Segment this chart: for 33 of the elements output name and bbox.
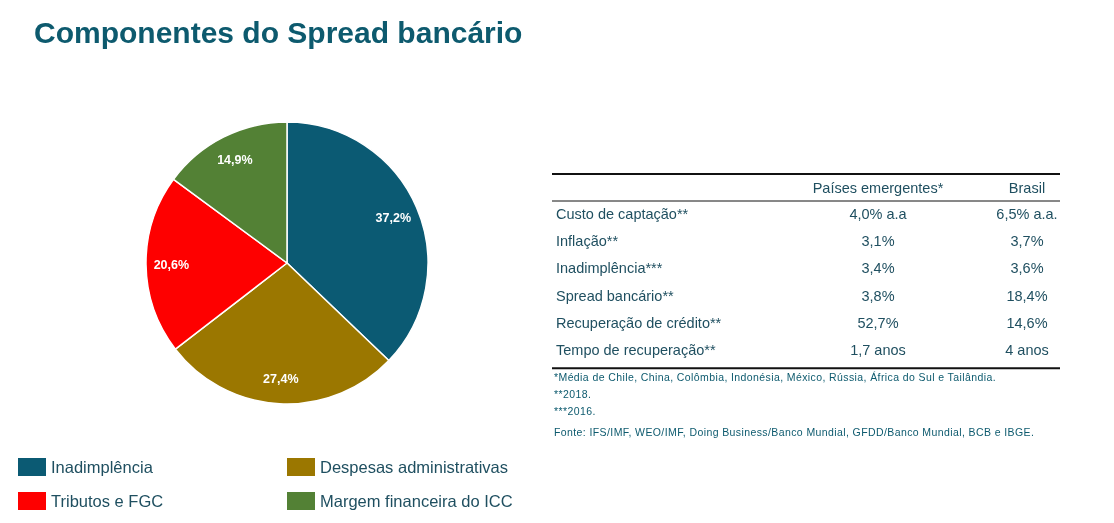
category-label: Custo de captação** (556, 206, 689, 222)
category-label: Recuperação de crédito** (556, 314, 722, 331)
category-label: Brasil (1008, 180, 1046, 196)
data-label: 20,6% (153, 257, 190, 272)
text: 4,0% a.a (849, 206, 907, 222)
text: 4 anos (1005, 342, 1049, 358)
legend-label: Despesas administrativas (320, 458, 508, 476)
legend-label: Inadimplência (51, 458, 154, 476)
chart-title: Componentes do Spread bancário (34, 16, 523, 49)
text: 18,4% (1006, 287, 1048, 304)
text: 6,5% a.a. (996, 206, 1058, 222)
text: *Média de Chile, China, Colômbia, Indonésia, México, Rússia, África do Sul e Tailândia. (554, 371, 996, 384)
text: 52,7% (857, 314, 899, 331)
data-label: 14,9% (217, 153, 253, 168)
source-note: Fonte: IFS/IMF, WEO/IMF, Doing Business/Banco Mundial, GFDD/Banco Mundial, BCB e IBGE. (554, 426, 1035, 439)
text: 1,7 anos (850, 342, 906, 358)
category-label: Inadimplência*** (556, 260, 663, 277)
category-label: Tempo de recuperação** (556, 342, 716, 358)
text: 14,6% (1006, 314, 1048, 331)
text: 3,7% (1010, 233, 1044, 250)
data-label: 27,4% (263, 371, 299, 386)
category-label: Spread bancário** (556, 287, 674, 304)
data-label: 37,2% (375, 211, 412, 225)
legend-label: Margem financeira do ICC (320, 492, 513, 510)
text: 3,4% (861, 260, 895, 277)
legend-label: Tributos e FGC (51, 492, 164, 510)
category-label: Inflação** (556, 233, 619, 250)
category-label: Países emergentes* (812, 180, 944, 196)
text: **2018. (554, 388, 592, 401)
text: 3,6% (1010, 260, 1044, 277)
text: ***2016. (554, 405, 596, 418)
text: 3,1% (861, 233, 895, 250)
text: 3,8% (861, 287, 895, 304)
